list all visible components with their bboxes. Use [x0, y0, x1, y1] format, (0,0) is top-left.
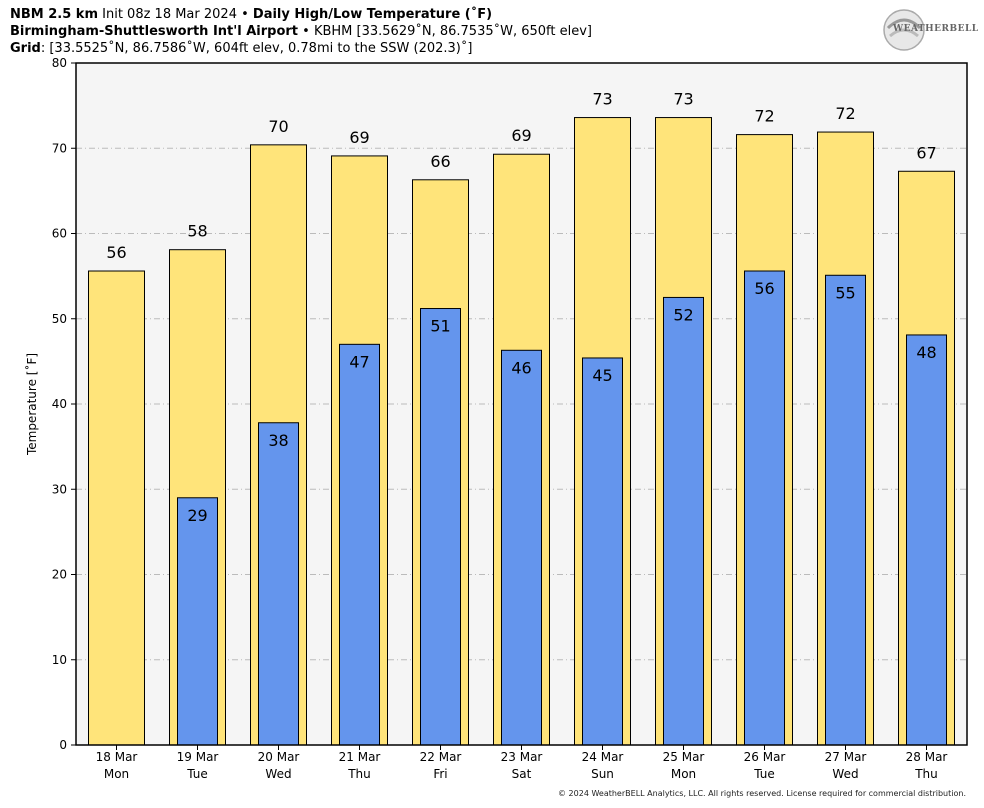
low-data-label: 38	[268, 431, 288, 450]
low-bar	[582, 357, 623, 746]
x-tick-label-date: 22 Mar	[420, 750, 462, 764]
x-tick-label-day: Wed	[832, 767, 858, 781]
high-bar	[88, 270, 145, 746]
high-data-label: 69	[349, 128, 369, 147]
low-data-label: 55	[835, 283, 855, 302]
high-data-label: 66	[430, 152, 450, 171]
low-bar	[663, 296, 704, 746]
low-data-label: 51	[430, 317, 450, 336]
low-bar	[420, 308, 461, 746]
x-tick-label-day: Wed	[265, 767, 291, 781]
x-tick-label-date: 23 Mar	[501, 750, 543, 764]
x-tick-label-date: 28 Mar	[906, 750, 948, 764]
high-data-label: 73	[673, 90, 693, 109]
low-data-label: 48	[916, 343, 936, 362]
y-tick-label: 10	[52, 653, 67, 667]
x-tick-label-day: Thu	[347, 767, 371, 781]
low-data-label: 56	[754, 279, 774, 298]
x-tick-label-day: Tue	[186, 767, 208, 781]
chart-title: Daily High/Low Temperature (˚F)	[252, 7, 493, 22]
chart-title-line-1: NBM 2.5 km Init 08z 18 Mar 2024 • Daily …	[10, 6, 492, 23]
plot-frame	[75, 62, 968, 746]
x-tick-label-date: 20 Mar	[258, 750, 300, 764]
high-data-label: 70	[268, 117, 288, 136]
y-tick-label: 50	[52, 312, 67, 326]
low-data-label: 45	[592, 366, 612, 385]
logo-text: WEATHERBELL	[893, 24, 979, 34]
low-data-label: 47	[349, 352, 369, 371]
x-tick-label-date: 26 Mar	[744, 750, 786, 764]
x-tick-label-day: Thu	[914, 767, 938, 781]
low-data-label: 29	[187, 506, 207, 525]
init-time: Init 08z 18 Mar 2024 •	[98, 7, 253, 22]
high-data-label: 72	[835, 104, 855, 123]
x-tick-label-day: Fri	[433, 767, 447, 781]
high-data-label: 58	[187, 222, 207, 241]
high-data-label: 72	[754, 107, 774, 126]
low-bar	[258, 422, 299, 746]
y-axis-label: Temperature [˚F]	[24, 353, 39, 456]
x-tick-label-day: Sun	[591, 767, 614, 781]
copyright-notice: © 2024 WeatherBELL Analytics, LLC. All r…	[558, 789, 966, 798]
low-bar	[906, 334, 947, 746]
x-tick-label-date: 18 Mar	[96, 750, 138, 764]
x-tick-label-date: 21 Mar	[339, 750, 381, 764]
high-data-label: 69	[511, 126, 531, 145]
low-bar	[339, 343, 380, 746]
x-tick-label-date: 27 Mar	[825, 750, 867, 764]
y-tick-label: 40	[52, 397, 67, 411]
station-info: • KBHM [33.5629˚N, 86.7535˚W, 650ft elev…	[298, 24, 592, 39]
y-tick-label: 80	[52, 56, 67, 70]
low-bar	[825, 274, 866, 746]
station-name: Birmingham-Shuttlesworth Int'l Airport	[10, 24, 299, 39]
x-tick-label-day: Mon	[671, 767, 696, 781]
high-data-label: 73	[592, 90, 612, 109]
low-data-label: 46	[511, 358, 531, 377]
model-name: NBM 2.5 km	[10, 7, 98, 22]
y-tick-label: 30	[52, 482, 67, 496]
x-tick-label-date: 24 Mar	[582, 750, 624, 764]
x-tick-label-date: 19 Mar	[177, 750, 219, 764]
grid-info: : [33.5525˚N, 86.7586˚W, 604ft elev, 0.7…	[40, 41, 473, 56]
high-data-label: 67	[916, 143, 936, 162]
y-tick-label: 60	[52, 227, 67, 241]
weatherbell-logo-icon	[883, 9, 925, 51]
y-tick-label: 20	[52, 568, 67, 582]
y-tick-label: 0	[59, 738, 67, 752]
x-tick-label-day: Tue	[753, 767, 775, 781]
y-tick-label: 70	[52, 141, 67, 155]
low-bar	[744, 270, 785, 746]
x-tick-label-date: 25 Mar	[663, 750, 705, 764]
grid-label: Grid	[10, 41, 41, 56]
low-data-label: 52	[673, 305, 693, 324]
x-tick-label-day: Sat	[512, 767, 532, 781]
high-data-label: 56	[106, 243, 126, 262]
low-bar	[501, 349, 542, 746]
low-bar	[177, 497, 218, 746]
chart-title-line-2: Birmingham-Shuttlesworth Int'l Airport •…	[10, 23, 592, 40]
x-tick-label-day: Mon	[104, 767, 129, 781]
chart-title-line-3: Grid: [33.5525˚N, 86.7586˚W, 604ft elev,…	[10, 40, 472, 57]
